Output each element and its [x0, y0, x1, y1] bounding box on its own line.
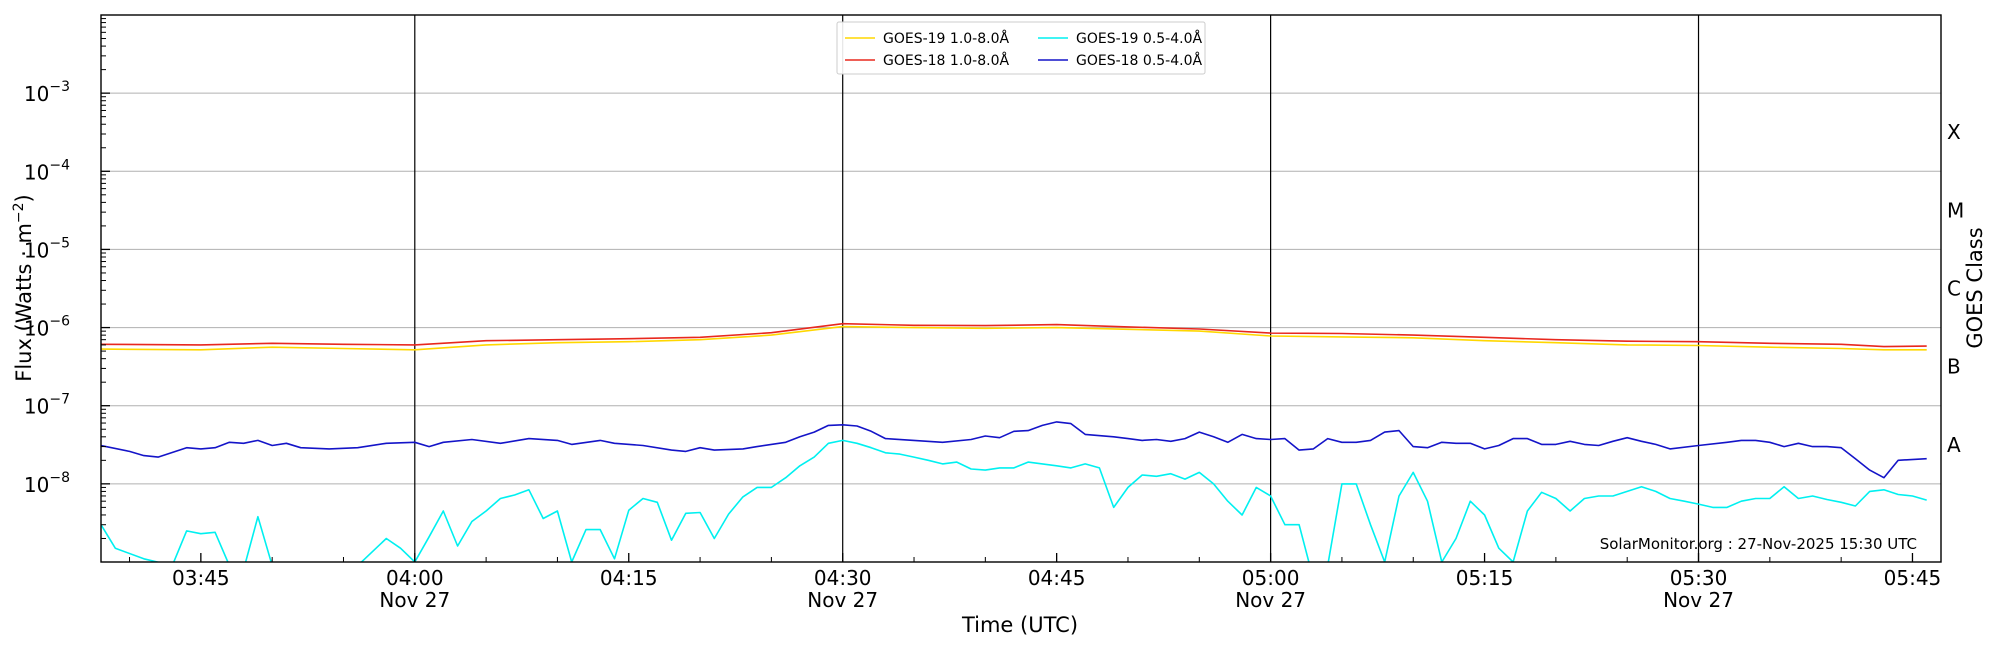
x-tick-date-label: Nov 27 — [807, 588, 878, 612]
legend-label: GOES-18 1.0-8.0Å — [883, 52, 1009, 69]
series-line — [101, 421, 1927, 479]
y-tick-base: 10 — [24, 238, 49, 262]
credit-text: SolarMonitor.org : 27-Nov-2025 15:30 UTC — [1600, 535, 1917, 553]
y-axis-title-close: ) — [12, 194, 36, 202]
plot-background — [101, 15, 1941, 562]
y-tick-base: 10 — [24, 317, 49, 341]
goes-class-label: A — [1947, 433, 1961, 457]
goes-class-label: X — [1947, 120, 1961, 144]
legend-box — [836, 21, 1206, 75]
goes-class-label: B — [1947, 355, 1961, 379]
y-tick-label: 10−3 — [24, 79, 70, 106]
day-divider-lines — [414, 15, 1700, 562]
y-tick-label: 10−6 — [24, 314, 70, 341]
x-tick-label: 04:15 — [600, 566, 658, 590]
y-axis: 10−310−410−510−610−710−8 — [24, 18, 110, 539]
x-tick-date-label: Nov 27 — [1235, 588, 1306, 612]
x-tick-label: 03:45 — [172, 566, 230, 590]
y-tick-label: 10−4 — [24, 157, 70, 184]
y-tick-label: 10−8 — [24, 470, 70, 497]
y-tick-exponent: −5 — [49, 235, 70, 251]
legend-label: GOES-19 0.5-4.0Å — [1076, 30, 1202, 47]
y-tick-exponent: −3 — [49, 79, 70, 95]
x-tick-label: 05:00 — [1242, 566, 1300, 590]
y-axis-title-sup: −2 — [11, 202, 27, 223]
y-tick-base: 10 — [24, 160, 49, 184]
x-tick-date-label: Nov 27 — [379, 588, 450, 612]
goes-class-label: C — [1947, 277, 1961, 301]
plot-area — [101, 322, 1927, 562]
series-line — [101, 439, 1927, 562]
x-tick-label: 04:30 — [814, 566, 872, 590]
x-tick-label: 05:45 — [1884, 566, 1942, 590]
y-axis-title: Flux (Watts · m−2) — [11, 194, 36, 382]
x-tick-date-label: Nov 27 — [1663, 588, 1734, 612]
y-tick-exponent: −8 — [49, 470, 70, 486]
x-tick-label: 05:30 — [1670, 566, 1728, 590]
y-tick-base: 10 — [24, 473, 49, 497]
plot-frame — [100, 14, 1942, 563]
x-tick-label: 04:00 — [386, 566, 444, 590]
goes-class-axis: X M C B A — [1947, 120, 1964, 457]
y-tick-exponent: −6 — [49, 314, 70, 330]
x-axis-title: Time (UTC) — [961, 613, 1078, 637]
y-tick-base: 10 — [24, 82, 49, 106]
legend-label: GOES-18 0.5-4.0Å — [1076, 52, 1202, 69]
legend: GOES-19 1.0-8.0Å GOES-18 1.0-8.0Å GOES-19 … — [836, 21, 1206, 75]
x-tick-label: 04:45 — [1028, 566, 1086, 590]
x-tick-label: 05:15 — [1456, 566, 1514, 590]
y-tick-exponent: −4 — [49, 157, 70, 173]
y-axis-title-main: Flux (Watts · m — [12, 223, 36, 382]
legend-label: GOES-19 1.0-8.0Å — [883, 30, 1009, 47]
y-tick-base: 10 — [24, 395, 49, 419]
y-tick-label: 10−7 — [24, 392, 70, 419]
series-line — [101, 325, 1927, 351]
series-line — [101, 322, 1927, 348]
y-tick-label: 10−5 — [24, 235, 70, 262]
goes-class-title: GOES Class — [1963, 227, 1987, 348]
goes-class-label: M — [1947, 198, 1964, 222]
y-tick-exponent: −7 — [49, 392, 70, 408]
